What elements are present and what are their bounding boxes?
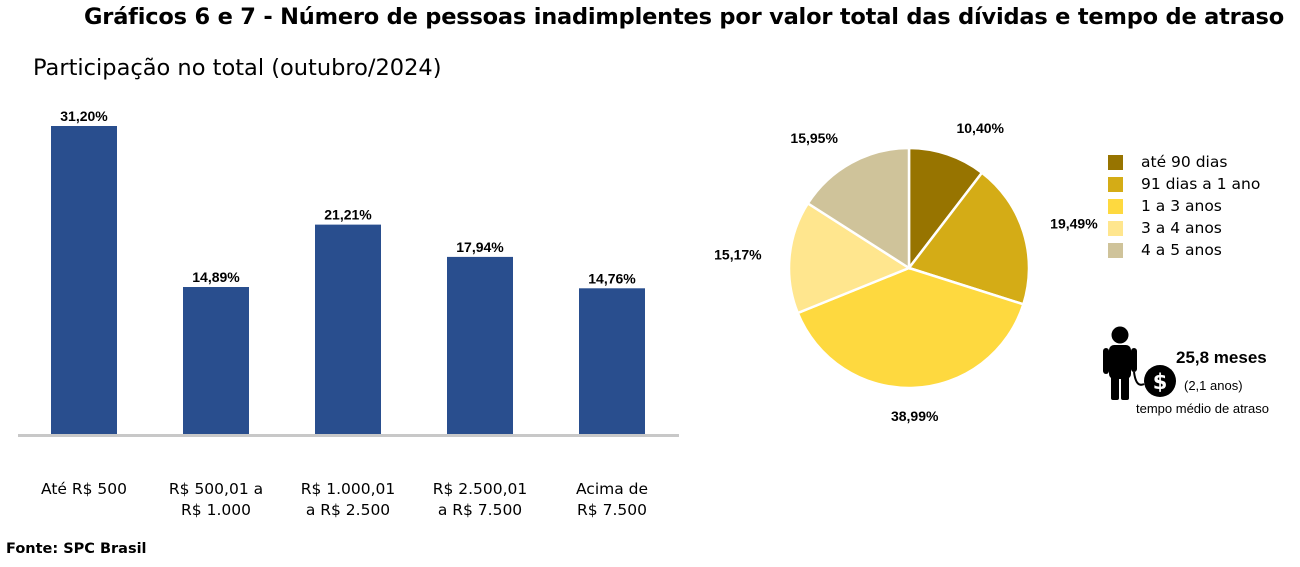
pie-data-label: 15,17% [714,246,762,262]
bar-category-label: R$ 7.500 [577,501,647,519]
bar-data-label: 14,89% [192,269,240,285]
legend-item-91-dias-a-1-ano: 91 dias a 1 ano [1108,173,1260,195]
average-delay-label: tempo médio de atraso [1136,401,1269,416]
person-with-money-bag-icon: $ [1103,326,1176,400]
pie-slice [796,266,1025,390]
bar-category-label: a R$ 2.500 [306,501,390,519]
bar-data-label: 21,21% [324,207,372,223]
bar [183,287,249,434]
pie-chart: 10,40% 19,49% 38,99% 15,17% 15,95% [714,120,1098,424]
pie-slice [787,201,912,315]
legend-label: 91 dias a 1 ano [1141,175,1261,193]
bar [51,126,117,434]
legend-item-1-a-3-anos: 1 a 3 anos [1108,195,1260,217]
legend-swatch [1108,198,1123,214]
pie-data-label: 38,99% [891,408,939,424]
legend-label: 1 a 3 anos [1141,197,1222,215]
legend-label: 3 a 4 anos [1141,219,1222,237]
bar-data-label: 31,20% [60,108,108,124]
pie-legend: até 90 dias 91 dias a 1 ano 1 a 3 anos 3… [1108,151,1260,261]
legend-swatch [1108,154,1123,170]
legend-label: até 90 dias [1141,153,1228,171]
average-delay-years: (2,1 anos) [1184,378,1243,393]
bar-category-label: Até R$ 500 [41,480,127,498]
legend-swatch [1108,220,1123,236]
bar-category-label: R$ 1.000 [181,501,251,519]
chart-subtitle: Participação no total (outubro/2024) [33,55,442,81]
bar-category-label: Acima de [576,480,648,498]
pie-data-label: 15,95% [790,130,838,146]
pie-slice [906,170,1031,306]
legend-item-3-a-4-anos: 3 a 4 anos [1108,217,1260,239]
average-delay-value: 25,8 meses [1176,348,1267,367]
bar-category-label: R$ 1.000,01 [301,480,396,498]
pie-slice [806,146,911,271]
pie-slice [907,146,984,272]
bar-category-label: a R$ 7.500 [438,501,522,519]
legend-item-ate-90-dias: até 90 dias [1108,151,1260,173]
legend-item-4-a-5-anos: 4 a 5 anos [1108,239,1260,261]
bar [447,256,513,434]
legend-swatch [1108,176,1123,192]
bar-data-label: 14,76% [588,270,636,286]
svg-text:$: $ [1153,370,1168,394]
bar-x-axis [18,434,679,437]
bar-chart: 31,20% Até R$ 500 14,89% R$ 500,01 a R$ 1.00… [18,108,679,519]
bar-category-label: R$ 2.500,01 [433,480,528,498]
pie-data-label: 19,49% [1050,216,1098,232]
legend-swatch [1108,242,1123,258]
bar-data-label: 17,94% [456,239,504,255]
bar-category-label: R$ 500,01 a [169,480,263,498]
legend-label: 4 a 5 anos [1141,241,1222,259]
bar [315,224,381,434]
source-note: Fonte: SPC Brasil [6,541,147,557]
pie-data-label: 10,40% [956,120,1004,136]
page-title: Gráficos 6 e 7 - Número de pessoas inadi… [84,4,1284,30]
bar [579,288,645,434]
